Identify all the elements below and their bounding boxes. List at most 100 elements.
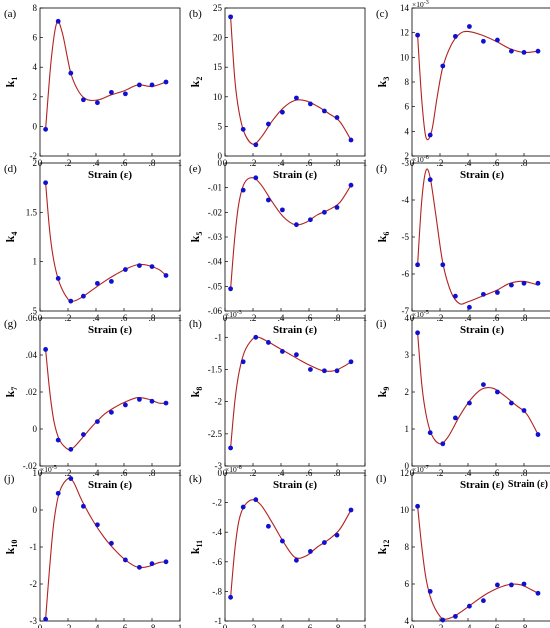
y-tick-label: -.02 [208, 207, 222, 217]
fit-curve [45, 182, 167, 302]
data-point [280, 538, 285, 544]
x-tick-label: .6 [306, 623, 313, 628]
y-tick-label: 4 [405, 126, 410, 136]
data-point [495, 582, 500, 588]
y-tick-label: 0 [218, 151, 223, 161]
y-tick-label: 8 [33, 3, 38, 13]
y-axis-label: k8 [188, 387, 204, 398]
y-tick-label: 6 [405, 102, 410, 112]
y-tick-label: 25 [213, 3, 223, 13]
fit-curve [417, 332, 539, 445]
y-tick-label: -7 [402, 306, 410, 316]
plot-frame [411, 472, 550, 622]
data-point [280, 207, 285, 213]
y-tick-label: -1 [215, 332, 223, 342]
y-tick-label: 0 [33, 424, 38, 434]
data-point [308, 217, 313, 223]
x-tick-label: .6 [121, 623, 128, 628]
inset-note: Strain (ε) [508, 479, 548, 490]
data-point [266, 523, 271, 529]
data-point [521, 50, 527, 55]
y-tick-label: 1 [33, 468, 38, 478]
panel-label: (e) [189, 163, 202, 175]
fit-curve [230, 336, 352, 449]
y-axis-label: k6 [375, 232, 391, 243]
x-tick-label: .4 [93, 623, 100, 628]
y-tick-label: -.6 [212, 557, 222, 567]
data-point [149, 398, 155, 404]
panel-label: (g) [4, 318, 17, 330]
y-tick-label: 12 [400, 468, 409, 478]
data-point [81, 503, 86, 509]
data-point [334, 205, 340, 210]
y-tick-label: -3 [402, 158, 410, 168]
data-point [228, 14, 234, 20]
y-tick-label: 2 [405, 387, 410, 397]
x-tick-label: 0 [410, 623, 415, 628]
data-point [308, 367, 313, 372]
panel-label: (k) [189, 473, 202, 485]
y-tick-label: .06 [26, 313, 38, 323]
y-tick-label: 8 [405, 542, 410, 552]
data-point [294, 352, 299, 358]
data-point [440, 63, 446, 69]
data-point [68, 70, 74, 76]
panel-label: (j) [4, 473, 15, 485]
data-point [415, 32, 420, 38]
y-tick-label: -2 [30, 151, 38, 161]
y-tick-label: 4 [33, 62, 38, 72]
x-tick-label: .8 [149, 623, 156, 628]
data-point [322, 108, 327, 114]
panel-e: 0.2.4.6.8 1-.06-.05-.04-.03-.02-.010(e)k5… [188, 158, 367, 336]
fit-curve [45, 349, 167, 451]
panel-label: (l) [376, 473, 387, 485]
data-point [68, 446, 74, 452]
y-tick-label: -1 [215, 616, 223, 626]
panel-k: 0.2.4.6.81-1-.8-.6-.4-.20×10-8(k)k11Stra… [188, 465, 367, 628]
data-point [427, 430, 433, 436]
data-point [521, 280, 527, 286]
data-point [149, 82, 155, 88]
data-point [266, 121, 271, 127]
y-axis-label: k5 [188, 232, 204, 243]
data-point [240, 187, 246, 193]
data-point [240, 504, 246, 510]
data-point [55, 276, 61, 281]
plot-frame [224, 317, 366, 467]
y-tick-label: 8 [405, 77, 410, 87]
panel-label: (a) [4, 8, 17, 20]
data-point [137, 263, 142, 269]
y-tick-label: -.8 [212, 586, 222, 596]
data-point [509, 48, 514, 54]
data-point [137, 564, 142, 570]
y-tick-label: 1 [405, 424, 410, 434]
y-tick-label: 5 [218, 121, 223, 131]
fit-curve [45, 20, 167, 130]
data-point [55, 490, 61, 496]
x-tick-label: 0 [223, 623, 228, 628]
x-tick-label: .4 [278, 623, 285, 628]
data-point [123, 402, 128, 408]
x-tick-label: .6 [493, 623, 500, 628]
data-point [308, 549, 313, 554]
y-tick-label: -.03 [208, 232, 223, 242]
data-point [163, 79, 169, 85]
data-point [334, 368, 340, 374]
data-point [81, 432, 86, 437]
fit-curve [230, 16, 352, 145]
axis-exponent: ×10-8 [225, 465, 242, 474]
y-tick-label: .5 [30, 306, 37, 316]
y-tick-label: -.02 [23, 461, 37, 471]
y-axis-label: k1 [3, 77, 19, 88]
plot-frame [224, 472, 366, 622]
data-point [163, 273, 169, 278]
data-point [308, 101, 313, 107]
data-point [149, 264, 155, 269]
plot-frame [39, 7, 181, 157]
y-axis-label: k12 [375, 540, 391, 555]
data-point [68, 476, 74, 481]
fit-curve [230, 499, 352, 598]
